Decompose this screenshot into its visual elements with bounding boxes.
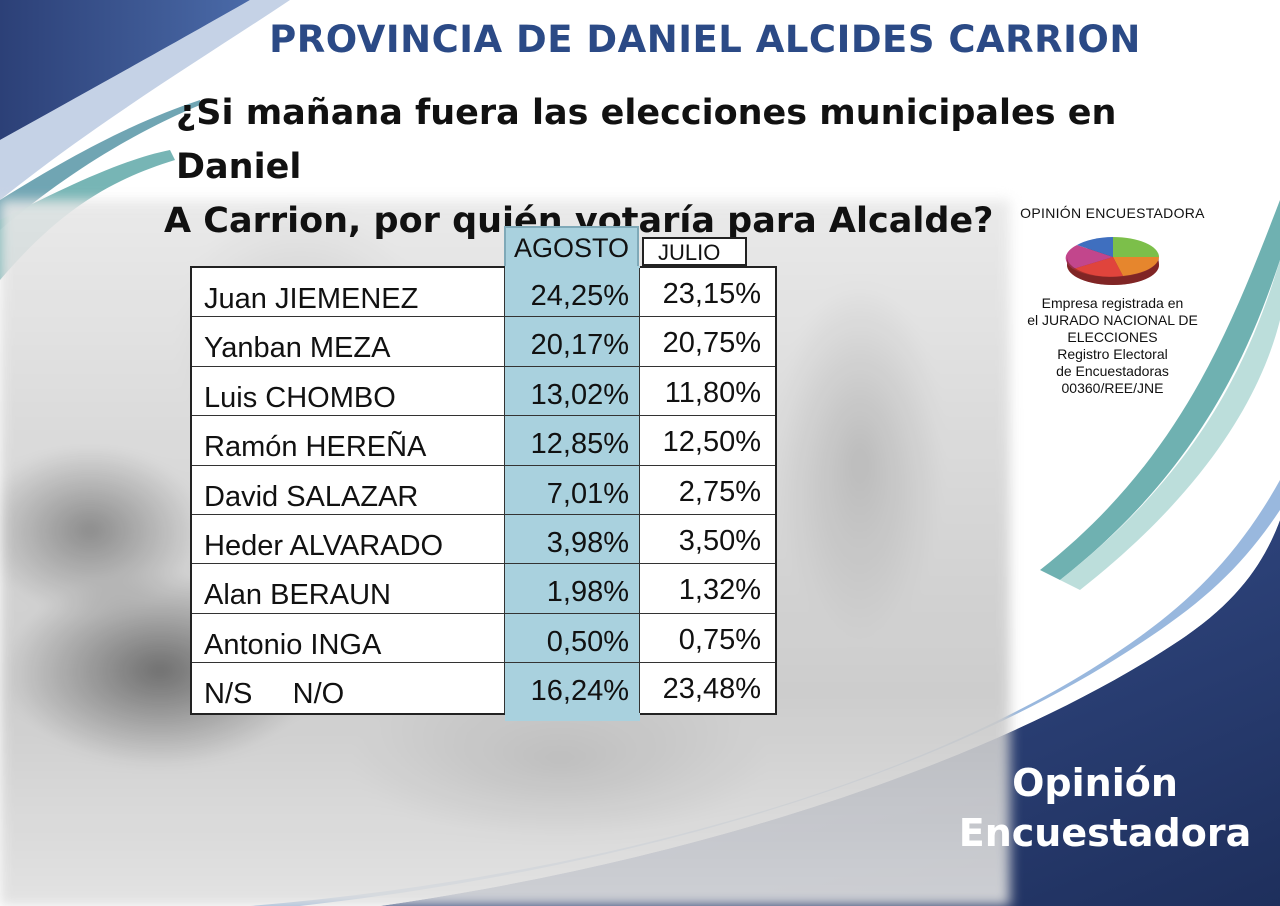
table-row: Juan JIEMENEZ 24,25% 23,15% [192,268,775,318]
logo-line: Empresa registrada en [1041,295,1184,311]
julio-value: 0,75% [678,623,761,656]
candidate-name: David SALAZAR [192,465,505,514]
julio-value: 2,75% [678,475,761,508]
logo-line: Registro Electoral [1057,346,1168,362]
logo-line: el JURADO NACIONAL DE [1027,312,1198,328]
table-row: Ramón HEREÑA 12,85% 12,50% [192,416,775,466]
agosto-value: 3,98% [505,514,640,564]
table-row: David SALAZAR 7,01% 2,75% [192,465,775,515]
candidate-name: Heder ALVARADO [192,514,505,564]
candidate-name: Alan BERAUN [192,564,505,613]
candidate-name: Yanban MEZA [192,317,505,366]
julio-value: 20,75% [662,327,761,360]
candidate-name: Juan JIEMENEZ [192,268,505,317]
table-row: Luis CHOMBO 13,02% 11,80% [192,366,775,417]
agosto-value: 13,02% [505,366,640,416]
question-line-1: ¿Si mañana fuera las elecciones municipa… [176,93,1117,187]
julio-value: 11,80% [664,376,761,409]
agosto-value: 20,17% [505,317,640,366]
candidate-name: Luis CHOMBO [192,366,505,416]
candidate-name: Ramón HEREÑA [192,416,505,465]
table-row: Alan BERAUN 1,98% 1,32% [192,564,775,614]
table-row: N/S N/O 16,24% 23,48% [192,663,775,713]
pie-chart-icon [1065,237,1159,285]
logo-line: ELECCIONES [1067,329,1158,345]
julio-value: 23,15% [662,278,761,310]
results-table: Juan JIEMENEZ 24,25% 23,15% Yanban MEZA … [190,266,777,721]
agosto-value: 16,24% [505,663,640,713]
julio-value: 1,32% [678,574,761,607]
logo-line: de Encuestadoras [1056,363,1169,379]
page-title: PROVINCIA DE DANIEL ALCIDES CARRION [269,18,1141,61]
agosto-value: 24,25% [505,268,640,317]
agosto-value: 1,98% [505,564,640,613]
table-row: Heder ALVARADO 3,98% 3,50% [192,514,775,565]
candidate-name: N/S N/O [192,663,505,713]
julio-value: 23,48% [662,673,761,706]
agosto-value: 7,01% [505,465,640,514]
pollster-logo: OPINIÓN ENCUESTADORA Empresa registrada … [1010,205,1215,397]
logo-line: 00360/REE/JNE [1061,380,1164,396]
column-header-agosto: AGOSTO [504,226,639,268]
column-header-julio: JULIO [642,237,747,266]
brand-line-2: Encuestadora [958,811,1252,855]
table-row: Yanban MEZA 20,17% 20,75% [192,317,775,367]
candidate-name: Antonio INGA [192,613,505,663]
brand-line-1: Opinión [1012,761,1178,805]
logo-title: OPINIÓN ENCUESTADORA [1020,205,1205,221]
agosto-value: 12,85% [505,416,640,465]
julio-value: 12,50% [662,426,761,459]
brand-name: Opinión Encuestadora [940,758,1270,858]
julio-value: 3,50% [678,524,761,557]
agosto-column-highlight [505,266,640,721]
agosto-value: 0,50% [505,613,640,663]
table-row: Antonio INGA 0,50% 0,75% [192,613,775,664]
